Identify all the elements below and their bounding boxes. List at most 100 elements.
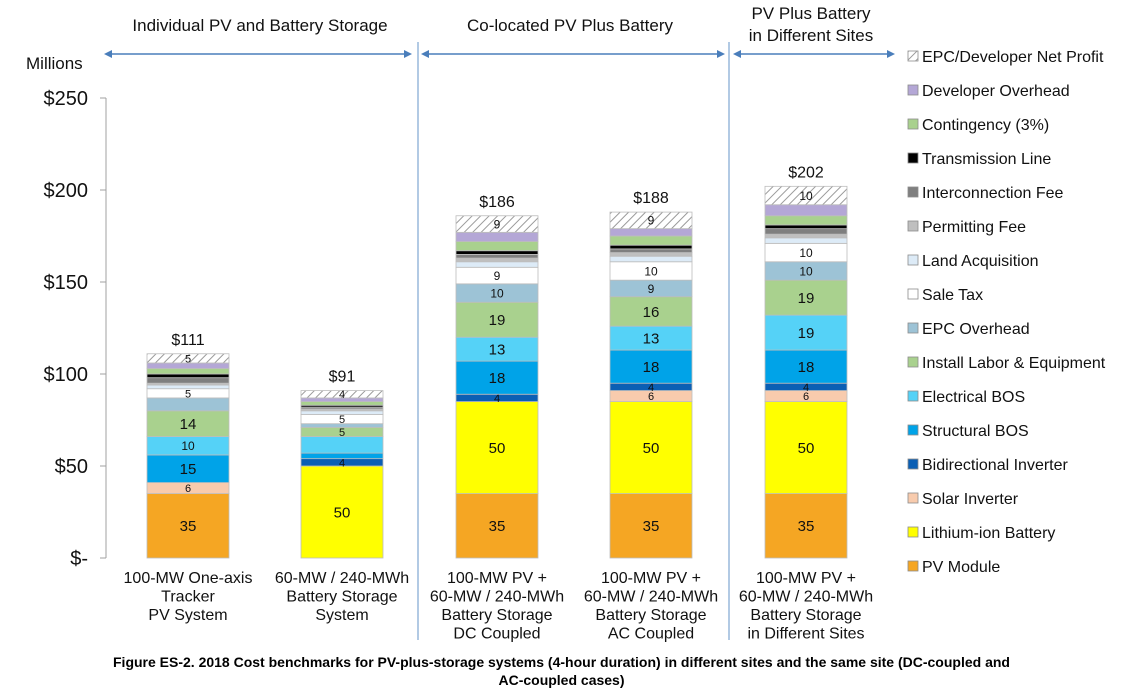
segment-value-label: 10 bbox=[644, 264, 658, 278]
bar-segment bbox=[609, 252, 693, 257]
segment-value-label: 9 bbox=[494, 217, 501, 231]
y-tick-label: $250 bbox=[44, 88, 89, 110]
legend-label: Permitting Fee bbox=[922, 219, 1026, 236]
section-label: PV Plus Battery bbox=[751, 4, 871, 23]
legend-swatch bbox=[907, 50, 919, 62]
legend-label: Structural BOS bbox=[922, 423, 1029, 440]
bar-segment bbox=[455, 261, 539, 268]
bar-stack: 35 6 15 10 14 5 5 $111 bbox=[146, 332, 230, 559]
arrow-left-icon bbox=[421, 50, 429, 58]
segment-value-label: 5 bbox=[339, 427, 345, 439]
legend-label: Bidirectional Inverter bbox=[922, 457, 1069, 474]
bar-segment bbox=[146, 454, 230, 483]
bar-segment bbox=[609, 255, 693, 263]
y-axis-title: Millions bbox=[26, 54, 83, 73]
bar-segment bbox=[764, 185, 848, 206]
y-tick-label: $50 bbox=[55, 456, 88, 478]
legend-label: Install Labor & Equipment bbox=[922, 355, 1106, 372]
legend-swatch bbox=[907, 220, 919, 232]
bar-stack: 50 4 55 4 $91 bbox=[300, 369, 384, 559]
bar-stack: 35 50 64 18 13 16 9 10 9 $188 bbox=[609, 190, 693, 559]
bar-segment bbox=[764, 224, 848, 230]
segment-value-label: 50 bbox=[489, 440, 506, 457]
bar-segment bbox=[300, 390, 384, 399]
bar-segment bbox=[455, 241, 539, 252]
legend-label: Lithium-ion Battery bbox=[922, 525, 1055, 542]
y-tick-label: $100 bbox=[44, 364, 89, 386]
bar-segment bbox=[609, 244, 693, 250]
segment-value-label: 9 bbox=[648, 282, 655, 296]
segment-value-label: 6 bbox=[803, 391, 809, 403]
segment-value-label: 10 bbox=[181, 439, 195, 453]
segment-value-label: 9 bbox=[648, 214, 655, 228]
x-category-label: 100-MW PV + bbox=[756, 570, 856, 587]
x-category-label: 100-MW One-axis bbox=[124, 570, 253, 587]
segment-value-label: 19 bbox=[489, 312, 506, 329]
x-category-label: Battery Storage bbox=[286, 589, 397, 606]
bar-segment bbox=[146, 377, 230, 384]
legend-swatch bbox=[907, 322, 919, 334]
bar-segment bbox=[455, 493, 539, 559]
bar-segment bbox=[455, 253, 539, 259]
segment-value-label: 10 bbox=[799, 246, 813, 260]
segment-value-label: 10 bbox=[799, 189, 813, 203]
legend-swatch bbox=[907, 84, 919, 96]
segment-value-label: 19 bbox=[798, 290, 815, 307]
segment-value-label: 35 bbox=[180, 518, 197, 535]
bar-segment bbox=[300, 465, 384, 559]
segment-value-label: 5 bbox=[185, 353, 191, 365]
x-category-label: System bbox=[315, 607, 368, 624]
segment-value-label: 4 bbox=[339, 457, 345, 469]
legend-swatch bbox=[907, 458, 919, 470]
segment-value-label: 15 bbox=[180, 461, 197, 478]
bar-segment bbox=[609, 248, 693, 253]
legend-swatch bbox=[907, 356, 919, 368]
legend-label: Transmission Line bbox=[922, 151, 1051, 168]
bar-segment bbox=[764, 233, 848, 239]
segment-value-label: 16 bbox=[643, 304, 660, 321]
bar-segment bbox=[146, 384, 230, 390]
legend-swatch bbox=[907, 152, 919, 164]
legend-swatch bbox=[907, 526, 919, 538]
segment-value-label: 18 bbox=[643, 359, 660, 376]
bar-total-label: $188 bbox=[633, 190, 669, 207]
segment-value-label: 35 bbox=[489, 518, 506, 535]
bar-segment bbox=[609, 211, 693, 230]
bar-segment bbox=[300, 452, 384, 460]
bar-segment bbox=[764, 237, 848, 244]
stacked-bars: 35615101455$111504554$91355041813191099$… bbox=[146, 164, 848, 559]
legend-swatch bbox=[907, 254, 919, 266]
x-category-label: 60-MW / 240-MWh bbox=[739, 589, 873, 606]
bar-segment bbox=[609, 401, 693, 495]
bar-total-label: $186 bbox=[479, 194, 515, 211]
x-category-label: Battery Storage bbox=[750, 607, 861, 624]
segment-value-label: 13 bbox=[643, 331, 660, 348]
segment-value-label: 4 bbox=[803, 382, 809, 394]
bar-segment bbox=[300, 436, 384, 454]
bar-segment bbox=[146, 368, 230, 375]
y-tick-label: $150 bbox=[44, 272, 89, 294]
legend-label: Sale Tax bbox=[922, 287, 983, 304]
legend-swatch bbox=[907, 118, 919, 130]
bar-segment bbox=[146, 410, 230, 437]
bar-segment bbox=[300, 410, 384, 415]
bar-segment bbox=[609, 296, 693, 327]
cost-benchmark-chart: Individual PV and Battery Storage Co-loca… bbox=[26, 4, 1106, 643]
segment-value-label: 13 bbox=[489, 342, 506, 359]
segment-value-label: 9 bbox=[494, 269, 501, 283]
bar-segment bbox=[455, 215, 539, 233]
segment-value-label: 10 bbox=[490, 286, 504, 300]
bar-segment bbox=[764, 228, 848, 235]
segment-value-label: 18 bbox=[489, 370, 506, 387]
legend-label: Electrical BOS bbox=[922, 389, 1025, 406]
legend-label: Solar Inverter bbox=[922, 491, 1019, 508]
legend-label: EPC Overhead bbox=[922, 321, 1030, 338]
x-category-label: AC Coupled bbox=[608, 626, 694, 643]
segment-value-label: 50 bbox=[798, 440, 815, 457]
segment-value-label: 4 bbox=[339, 389, 345, 401]
legend-label: Developer Overhead bbox=[922, 83, 1070, 100]
legend-label: Interconnection Fee bbox=[922, 185, 1064, 202]
bar-segment bbox=[764, 215, 848, 226]
segment-value-label: 18 bbox=[798, 359, 815, 376]
